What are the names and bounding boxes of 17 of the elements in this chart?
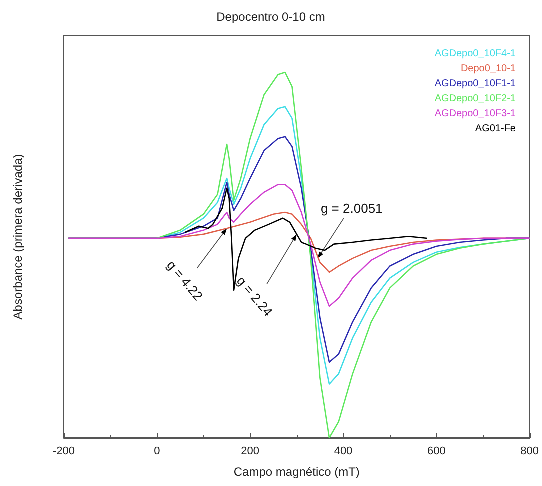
x-tick-label: 200	[241, 446, 260, 458]
y-axis-title: Absorbance (primera derivada)	[11, 154, 25, 320]
annotation: g = 2.0051	[320, 201, 383, 216]
text: AGDepo0_10F4-1	[434, 48, 516, 60]
x-tick-label: 400	[334, 446, 353, 458]
text: Depo0_10-1	[460, 64, 516, 74]
text: AGDepo0_10F3-1	[434, 108, 516, 120]
text: AGDepo0_10F2-1	[434, 94, 516, 104]
x-tick-label: 800	[520, 446, 540, 458]
text: AG01-Fe	[475, 124, 516, 134]
x-axis-title: Campo magnético (mT)	[234, 465, 360, 479]
annotation: g = 4.22	[164, 258, 206, 304]
x-tick-label: -200	[52, 446, 76, 458]
x-tick-label: 600	[427, 446, 446, 458]
chart-title: Depocentro 0-10 cm	[216, 10, 326, 24]
text: AGDepo0_10F1-1	[434, 78, 516, 90]
x-tick-label: 0	[154, 446, 160, 458]
